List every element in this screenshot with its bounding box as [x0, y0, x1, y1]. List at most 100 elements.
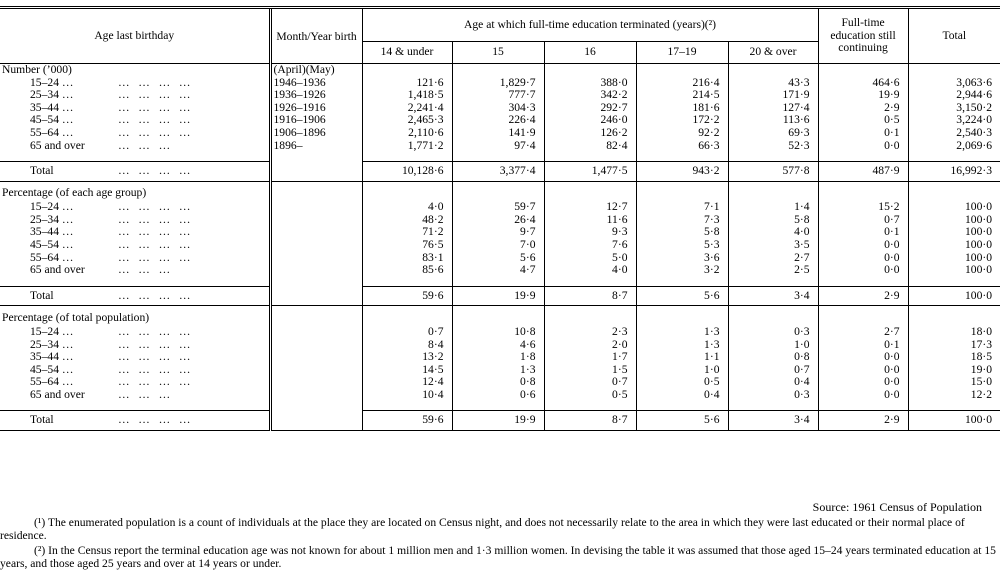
value-cell: 100·0	[907, 239, 1000, 252]
value-cell: 0·6	[451, 388, 544, 402]
empty-cell	[907, 180, 1000, 188]
total-value: 3·4	[727, 285, 819, 306]
value-cell: 4·0	[727, 226, 819, 240]
total-value: 100·0	[907, 410, 1000, 432]
value-cell: 1·3	[635, 325, 728, 339]
empty-cell	[727, 63, 819, 77]
value-cell: 0·0	[817, 251, 909, 265]
row-leader-dots: … … … …	[118, 325, 191, 338]
total-label: Total … … … …	[0, 410, 270, 432]
row-label-text: 35–44 …	[30, 226, 74, 239]
total-label-text: Total	[30, 288, 54, 302]
value-cell: 2·7	[817, 325, 909, 339]
section-title-row: Percentage (of total population)	[0, 311, 1000, 326]
row-label: 65 and over … … …	[0, 140, 270, 153]
row-label-text: 15–24 …	[30, 325, 74, 338]
header-col: 15	[451, 41, 544, 64]
empty-cell	[907, 401, 1000, 411]
value-cell: 3,063·6	[907, 76, 1000, 90]
value-cell: 121·6	[361, 76, 452, 90]
value-cell: 15·2	[817, 201, 909, 214]
value-cell: 26·4	[451, 213, 544, 227]
empty-cell	[543, 180, 636, 188]
value-cell: 19·9	[817, 89, 909, 102]
total-value: 943·2	[635, 161, 728, 182]
header-col: 14 & under	[361, 41, 452, 64]
value-cell: 3·5	[727, 239, 819, 252]
value-cell: 100·0	[907, 201, 1000, 214]
row-label-text: 25–34 …	[30, 338, 74, 351]
value-cell: 59·7	[451, 201, 544, 214]
value-cell: 0·7	[727, 363, 819, 377]
row-label: 45–54 … … … … …	[0, 114, 270, 127]
row-label-text: 65 and over	[30, 264, 85, 277]
table-row: 45–54 … … … … … 14·5 1·3 1·5 1·0 0·7 0·0 19·0	[0, 363, 1000, 377]
value-cell: 3,150·2	[907, 101, 1000, 115]
empty-cell	[727, 305, 819, 312]
value-cell: 216·4	[635, 76, 728, 90]
value-cell: 0·0	[817, 363, 909, 377]
row-leader-dots: … … …	[118, 139, 171, 152]
table-row: 65 and over … … … 1896– 1,771·2 97·4 82·4 66·3…	[0, 139, 1000, 153]
empty-cell	[727, 311, 819, 326]
row-label-text: 45–54 …	[30, 239, 74, 252]
value-cell: 0·4	[635, 388, 728, 402]
value-cell: 226·4	[451, 114, 544, 127]
empty-cell	[817, 63, 909, 77]
footnote-1: (¹) The enumerated population is a count…	[0, 516, 965, 543]
row-leader-dots: … … …	[118, 388, 171, 401]
birth-years: 1946–1936	[268, 76, 362, 90]
value-cell: 9·7	[451, 226, 544, 240]
value-cell: 1·7	[543, 351, 636, 364]
section-title-row: Number (’000) (April)(May)	[0, 63, 1000, 77]
value-cell: 4·0	[361, 201, 452, 214]
empty-cell	[543, 401, 636, 411]
row-label: 15–24 … … … … …	[0, 326, 270, 339]
empty-cell	[543, 305, 636, 312]
table-row: 35–44 … … … … … 1926–1916 2,241·4 304·3 292·7…	[0, 101, 1000, 115]
empty-cell	[817, 180, 909, 188]
total-row: Total … … … … 59·6 19·9 8·7 5·6 3·4 2·9 100·0	[0, 410, 1000, 432]
birth-years	[268, 325, 362, 339]
value-cell: 82·4	[543, 139, 636, 153]
value-cell: 10·8	[451, 325, 544, 339]
row-label: 45–54 … … … … …	[0, 239, 270, 252]
row-label-text: 65 and over	[30, 139, 85, 152]
empty-cell	[727, 152, 819, 162]
value-cell: 5·0	[543, 251, 636, 265]
empty-cell	[268, 276, 362, 287]
header-col: 20 & over	[727, 41, 819, 64]
value-cell: 0·0	[817, 139, 909, 153]
value-cell: 97·4	[451, 139, 544, 153]
birth-years	[268, 388, 362, 402]
value-cell: 0·1	[817, 338, 909, 352]
row-leader-dots: … … … …	[118, 251, 191, 264]
value-cell: 127·4	[727, 101, 819, 115]
empty-cell	[635, 401, 728, 411]
row-leader-dots: … … … …	[118, 126, 191, 139]
row-label: 15–24 … … … … …	[0, 77, 270, 90]
birth-years	[268, 201, 362, 214]
value-cell: 1·4	[727, 201, 819, 214]
section-title: Percentage (of total population)	[2, 311, 150, 324]
table-row: 65 and over … … … 10·4 0·6 0·5 0·4 0·3 0·0 12·2	[0, 388, 1000, 402]
empty-cell	[817, 187, 909, 202]
total-value: 5·6	[635, 410, 728, 432]
empty-cell	[451, 187, 544, 202]
table-row: 15–24 … … … … … 0·7 10·8 2·3 1·3 0·3 2·7 18·0	[0, 325, 1000, 339]
birth-years	[268, 338, 362, 352]
empty-cell	[727, 180, 819, 188]
value-cell: 113·6	[727, 114, 819, 127]
value-cell: 2·0	[543, 338, 636, 352]
header-col: 17–19	[635, 41, 728, 64]
row-label-text: 45–54 …	[30, 114, 74, 127]
value-cell: 0·3	[727, 388, 819, 402]
birth-years: 1916–1906	[268, 114, 362, 127]
empty-cell	[543, 187, 636, 202]
total-value: 2·9	[817, 410, 909, 432]
value-cell: 304·3	[451, 101, 544, 115]
row-label: 55–64 … … … … …	[0, 127, 270, 140]
value-cell: 464·6	[817, 76, 909, 90]
total-value: 577·8	[727, 161, 819, 182]
